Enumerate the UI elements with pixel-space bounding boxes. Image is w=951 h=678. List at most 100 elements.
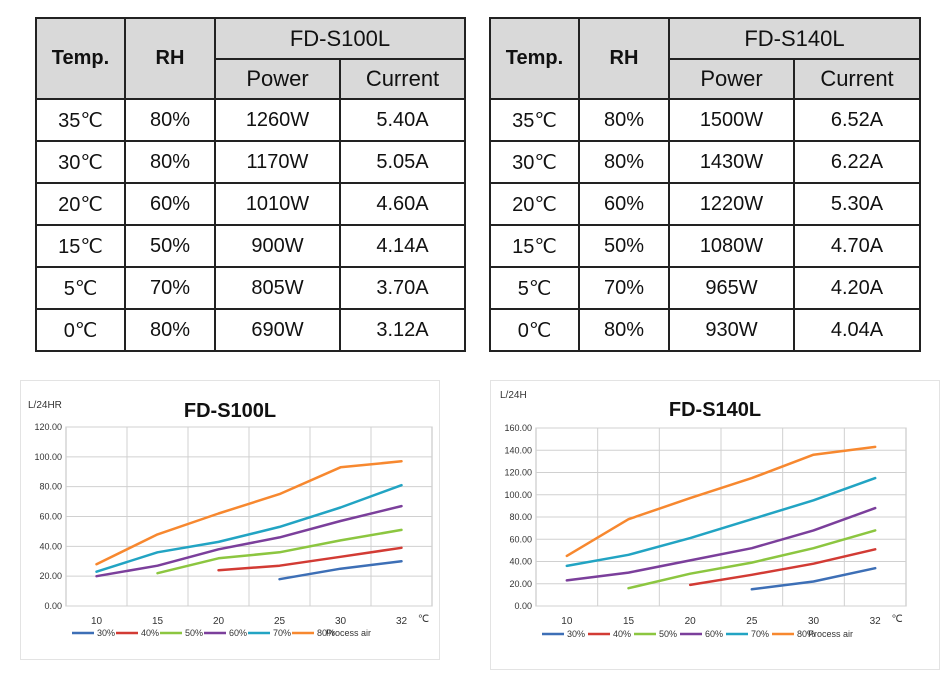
current-cell: 4.70A [793,224,921,268]
rh-cell: 80% [124,98,216,142]
x-axis-title: Process air [326,628,371,638]
temp-cell: 35℃ [35,98,126,142]
power-cell: 1220W [668,182,795,226]
power-cell: 1260W [214,98,341,142]
series-line-40pct [688,548,877,587]
series-line-30pct [278,560,403,581]
x-tick-label: 30 [808,616,820,627]
table-row: 5℃ 70% 805W 3.70A [35,266,466,310]
temp-cell: 0℃ [489,308,580,352]
y-tick-label: 140.00 [504,445,532,455]
y-tick-label: 160.00 [504,423,532,433]
x-tick-label: 20 [685,616,697,627]
temp-cell: 0℃ [35,308,126,352]
series-line-60pct [565,506,877,582]
legend-label: 50% [659,629,677,639]
current-cell: 5.05A [339,140,466,184]
y-tick-label: 80.00 [509,512,532,522]
table-row: 0℃ 80% 930W 4.04A [489,308,921,352]
x-axis-title: Process air [808,629,853,639]
x-tick-label: 30 [335,616,347,627]
rh-cell: 60% [124,182,216,226]
table-row: 30℃ 80% 1430W 6.22A [489,140,921,184]
chart-title: FD-S140L [669,399,761,421]
rh-cell: 80% [578,308,670,352]
header-current: Current [793,58,921,100]
rh-cell: 50% [124,224,216,268]
current-cell: 4.14A [339,224,466,268]
temp-cell: 30℃ [35,140,126,184]
line-chart-fd-s140l: 0.00 20.00 40.00 60.00 80.00 100.00 120.00 140.… [490,380,940,670]
current-cell: 6.22A [793,140,921,184]
rh-cell: 50% [578,224,670,268]
rh-cell: 70% [124,266,216,310]
header-model: FD-S140L [668,17,921,60]
power-cell: 1010W [214,182,341,226]
series-line-80pct [565,445,877,558]
chart-title: FD-S100L [184,400,276,422]
y-tick-label: 100.00 [504,490,532,500]
power-cell: 690W [214,308,341,352]
rh-cell: 80% [578,98,670,142]
header-power: Power [214,58,341,100]
x-tick-label: 10 [561,616,573,627]
rh-cell: 80% [124,308,216,352]
current-cell: 5.30A [793,182,921,226]
series-line-70pct [95,483,403,573]
y-tick-label: 60.00 [39,512,62,522]
series-line-30pct [750,566,877,591]
rh-cell: 80% [124,140,216,184]
series-line-70pct [565,476,877,568]
power-cell: 805W [214,266,341,310]
rh-cell: 80% [578,140,670,184]
temp-cell: 20℃ [489,182,580,226]
y-tick-label: 0.00 [514,601,532,611]
current-cell: 4.20A [793,266,921,310]
x-tick-label: 32 [870,616,882,627]
table-row: 15℃ 50% 1080W 4.70A [489,224,921,268]
series-line-40pct [217,546,403,572]
table-row: 5℃ 70% 965W 4.20A [489,266,921,310]
y-tick-label: 40.00 [39,541,62,551]
series-line-50pct [156,528,403,575]
header-temp: Temp. [35,17,126,100]
x-unit-label: ℃ [418,614,429,625]
x-tick-label: 10 [91,616,103,627]
header-model: FD-S100L [214,17,466,60]
legend-label: 60% [229,628,247,638]
y-axis-label: L/24H [500,390,527,401]
spec-table-fd-s140l: Temp. RH FD-S140L Power Current 35℃ 80% 15… [489,17,921,352]
legend-label: 70% [273,628,291,638]
current-cell: 3.12A [339,308,466,352]
x-unit-label: ℃ [892,614,903,625]
chart-frame [490,380,940,670]
y-tick-label: 20.00 [39,571,62,581]
rh-cell: 60% [578,182,670,226]
header-rh: RH [578,17,670,100]
legend-label: 40% [613,629,631,639]
header-temp: Temp. [489,17,580,100]
temp-cell: 5℃ [489,266,580,310]
temp-cell: 15℃ [489,224,580,268]
x-tick-label: 25 [746,616,758,627]
temp-cell: 30℃ [489,140,580,184]
table-row: 35℃ 80% 1260W 5.40A [35,98,466,142]
y-tick-label: 20.00 [509,579,532,589]
series-line-80pct [95,460,403,566]
power-cell: 1080W [668,224,795,268]
x-tick-label: 25 [274,616,286,627]
chart-frame [20,380,440,660]
power-cell: 900W [214,224,341,268]
table-row: 0℃ 80% 690W 3.12A [35,308,466,352]
power-cell: 1170W [214,140,341,184]
table-row: 15℃ 50% 900W 4.14A [35,224,466,268]
current-cell: 6.52A [793,98,921,142]
y-tick-label: 40.00 [509,557,532,567]
temp-cell: 15℃ [35,224,126,268]
line-chart-fd-s100l: 0.00 20.00 40.00 60.00 80.00 100.00 120.00 10 15… [20,380,440,660]
x-tick-label: 15 [152,616,164,627]
temp-cell: 5℃ [35,266,126,310]
power-cell: 1430W [668,140,795,184]
table-row: 30℃ 80% 1170W 5.05A [35,140,466,184]
temp-cell: 20℃ [35,182,126,226]
